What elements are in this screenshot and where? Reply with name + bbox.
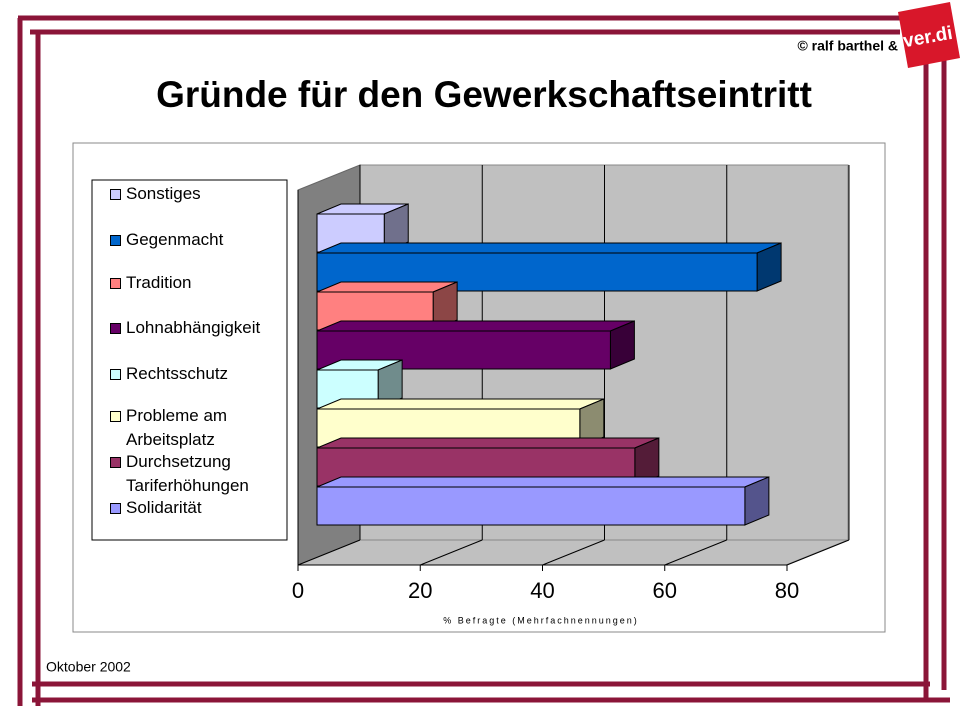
footer: Oktober 2002 xyxy=(46,659,131,675)
x-tick-label: 0 xyxy=(292,578,304,603)
legend-swatch xyxy=(110,369,121,380)
legend-label: Solidarität xyxy=(126,498,202,517)
legend-entry: Tradition xyxy=(110,271,291,295)
floor-grid-line xyxy=(786,539,850,566)
legend-entry: Durchsetzung Tariferhöhungen xyxy=(110,450,291,498)
bar xyxy=(316,486,746,526)
legend-label: Gegenmacht xyxy=(126,230,224,249)
legend-label: Tradition xyxy=(126,273,192,292)
legend-entry: Lohnabhängigkeit xyxy=(110,316,291,340)
legend-swatch xyxy=(110,235,121,246)
floor-grid-line xyxy=(542,539,605,566)
legend-swatch xyxy=(110,189,121,200)
legend-label: Rechtsschutz xyxy=(126,364,229,383)
legend-entry: Rechtsschutz xyxy=(110,362,291,386)
legend-swatch xyxy=(110,503,121,514)
copyright: © ralf barthel & xyxy=(797,38,898,54)
legend-entry: Probleme am Arbeitsplatz xyxy=(110,404,291,452)
legend-label: Durchsetzung Tariferhöhungen xyxy=(126,452,249,495)
logo-bg xyxy=(898,2,960,68)
x-tick-label: 20 xyxy=(408,578,432,603)
floor-grid-line xyxy=(664,539,727,566)
legend-swatch xyxy=(110,411,121,422)
legend-label: Lohnabhängigkeit xyxy=(126,318,261,337)
legend-label: Probleme am Arbeitsplatz xyxy=(126,406,228,449)
legend xyxy=(91,179,288,541)
x-tick-label: 80 xyxy=(775,578,799,603)
legend-swatch xyxy=(110,278,121,289)
legend-entry: Sonstiges xyxy=(110,182,291,206)
legend-swatch xyxy=(110,323,121,334)
x-tick-label: 40 xyxy=(530,578,554,603)
floor-grid-line xyxy=(420,539,483,566)
legend-entry: Solidarität xyxy=(110,496,291,520)
bar-top xyxy=(316,242,782,254)
bar-top xyxy=(316,437,660,449)
legend-swatch xyxy=(110,457,121,468)
frame xyxy=(17,15,950,706)
x-axis-label: % Befragte (Mehrfachnennungen) xyxy=(443,615,639,625)
chart-title: Gründe für den Gewerkschaftseintritt xyxy=(156,74,812,115)
legend-entry: Gegenmacht xyxy=(110,228,291,252)
legend-label: Sonstiges xyxy=(126,184,201,203)
bar-top xyxy=(316,320,635,332)
floor-grid-line xyxy=(297,539,361,566)
bar-top xyxy=(316,476,770,488)
bar-top xyxy=(316,398,605,410)
x-tick-label: 60 xyxy=(653,578,677,603)
